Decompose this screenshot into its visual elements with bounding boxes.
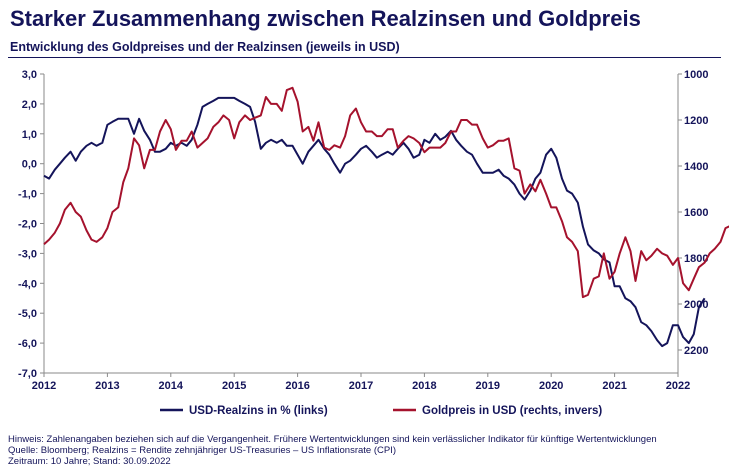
page-title: Starker Zusammenhang zwischen Realzinsen… [10,6,641,31]
left-tick-label: -6,0 [18,338,37,350]
footnote-source: Quelle: Bloomberg; Realzins = Rendite ze… [8,445,397,456]
x-tick-label: 2012 [32,380,56,392]
page-subtitle: Entwicklung des Goldpreises und der Real… [10,40,400,54]
x-tick-label: 2020 [539,380,563,392]
x-tick-label: 2021 [602,380,626,392]
right-tick-label: 1200 [684,115,708,127]
x-tick-label: 2016 [285,380,309,392]
right-tick-label: 2200 [684,345,708,357]
line-chart: 3,0 2,0 1,0 0,0 -1,0 -2,0 -3,0 -4,0 -5,0 -6,0 -7,0… [18,69,729,417]
right-tick-label: 1400 [684,161,708,173]
right-tick-label: 2000 [684,299,708,311]
series-line-goldpreis [43,86,729,299]
left-tick-label: 0,0 [22,159,37,171]
left-tick-label: -3,0 [18,248,37,260]
right-tick-label: 1800 [684,253,708,265]
left-tick-label: 1,0 [22,129,37,141]
legend-label-goldpreis: Goldpreis in USD (rechts, invers) [422,405,602,417]
left-tick-label: -4,0 [18,278,37,290]
title-divider [8,57,721,58]
right-tick-label: 1000 [684,69,708,81]
series-line-realzins [43,96,706,348]
x-tick-label: 2018 [412,380,436,392]
left-tick-label: -7,0 [18,368,37,380]
x-tick-label: 2014 [159,380,184,392]
x-tick-label: 2013 [95,380,119,392]
legend-label-realzins: USD-Realzins in % (links) [189,405,328,417]
left-tick-label: 2,0 [22,99,37,111]
x-tick-label: 2022 [666,380,690,392]
left-tick-label: -1,0 [18,189,37,201]
right-tick-label: 1600 [684,207,708,219]
x-tick-label: 2015 [222,380,246,392]
left-tick-label: 3,0 [22,69,37,81]
footnote-period: Zeitraum: 10 Jahre; Stand: 30.09.2022 [8,456,171,467]
x-tick-label: 2019 [476,380,500,392]
left-tick-label: -5,0 [18,308,37,320]
x-tick-label: 2017 [349,380,373,392]
footnote-disclaimer: Hinweis: Zahlenangaben beziehen sich auf… [8,434,657,445]
left-tick-label: -2,0 [18,219,37,231]
